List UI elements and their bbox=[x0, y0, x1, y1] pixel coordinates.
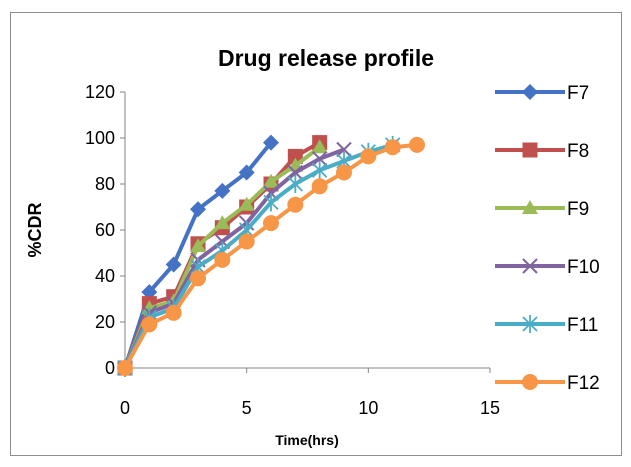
legend: F7 F8 F9 F10 F11 F12 bbox=[495, 83, 600, 394]
data-point-f12 bbox=[360, 148, 377, 165]
legend-item-f11: F11 bbox=[495, 315, 598, 336]
data-point-f8 bbox=[287, 148, 303, 164]
series-line-f10 bbox=[123, 147, 345, 369]
x-axis-label: Time(hrs) bbox=[275, 432, 339, 448]
plot-area bbox=[117, 134, 425, 377]
marker-stroke bbox=[287, 164, 304, 181]
legend-label-f12: F12 bbox=[567, 373, 600, 394]
marker-stroke bbox=[336, 141, 352, 158]
y-tick-label: 0 bbox=[105, 358, 115, 378]
y-tick-label: 120 bbox=[85, 82, 115, 102]
y-axis-label: %CDR bbox=[25, 202, 45, 257]
data-point-f9 bbox=[263, 173, 279, 188]
data-point-f7 bbox=[165, 256, 182, 273]
data-point-f7 bbox=[238, 164, 255, 181]
legend-item-f8: F8 bbox=[495, 141, 589, 162]
data-point-f12 bbox=[336, 164, 352, 181]
legend-label-f7: F7 bbox=[567, 83, 589, 104]
series-f12 bbox=[117, 136, 425, 376]
x-tick-label: 5 bbox=[242, 398, 252, 418]
legend-label-f8: F8 bbox=[567, 141, 589, 162]
y-tick-label: 40 bbox=[95, 266, 115, 286]
data-point-f12 bbox=[117, 360, 133, 376]
data-point-f12 bbox=[287, 196, 304, 213]
legend-marker-f8 bbox=[522, 142, 538, 158]
data-point-f12 bbox=[238, 233, 255, 250]
data-point-f9 bbox=[214, 215, 231, 230]
legend-label-f10: F10 bbox=[567, 257, 600, 278]
data-point-f12 bbox=[165, 304, 182, 321]
data-point-f12 bbox=[190, 270, 206, 287]
legend-item-f10: F10 bbox=[495, 257, 600, 278]
axes: 0 20 40 60 80 100 120 0 5 10 15 bbox=[85, 82, 500, 418]
y-tick-label: 20 bbox=[95, 312, 115, 332]
data-point-f9 bbox=[190, 238, 206, 253]
data-point-f7 bbox=[263, 134, 279, 151]
legend-item-f12: F12 bbox=[495, 373, 600, 394]
data-point-f7 bbox=[214, 182, 231, 199]
data-point-f10 bbox=[336, 141, 352, 158]
marker-stroke bbox=[522, 258, 538, 274]
data-point-f12 bbox=[263, 215, 279, 232]
data-point-f12 bbox=[409, 136, 425, 153]
y-tick-label: 80 bbox=[95, 174, 115, 194]
data-point-f12 bbox=[311, 178, 328, 195]
data-point-f10 bbox=[287, 164, 304, 181]
x-tick-label: 10 bbox=[358, 398, 378, 418]
data-point-f11 bbox=[287, 175, 303, 193]
data-point-f12 bbox=[384, 139, 401, 156]
data-point-f9 bbox=[311, 139, 328, 154]
legend-label-f9: F9 bbox=[567, 199, 589, 220]
legend-marker-f12 bbox=[522, 374, 538, 390]
legend-marker-f10 bbox=[522, 258, 538, 274]
legend-marker-f9 bbox=[522, 200, 538, 214]
legend-item-f9: F9 bbox=[495, 199, 589, 220]
legend-label-f11: F11 bbox=[567, 315, 598, 336]
legend-marker-f11 bbox=[522, 315, 538, 333]
legend-item-f7: F7 bbox=[495, 83, 589, 104]
data-point-f12 bbox=[141, 316, 158, 333]
y-tick-label: 60 bbox=[95, 220, 115, 240]
data-point-f12 bbox=[214, 251, 231, 268]
data-point-f7 bbox=[190, 201, 206, 218]
y-tick-label: 100 bbox=[85, 128, 115, 148]
x-tick-label: 0 bbox=[120, 398, 130, 418]
data-point-f9 bbox=[238, 196, 255, 211]
chart-title: Drug release profile bbox=[218, 45, 434, 71]
x-tick-label: 15 bbox=[480, 398, 500, 418]
data-point-f11 bbox=[312, 161, 328, 180]
data-point-f10 bbox=[311, 150, 328, 167]
data-point-f11 bbox=[263, 193, 279, 212]
legend-marker-f7 bbox=[522, 84, 538, 100]
marker-stroke bbox=[311, 150, 328, 167]
